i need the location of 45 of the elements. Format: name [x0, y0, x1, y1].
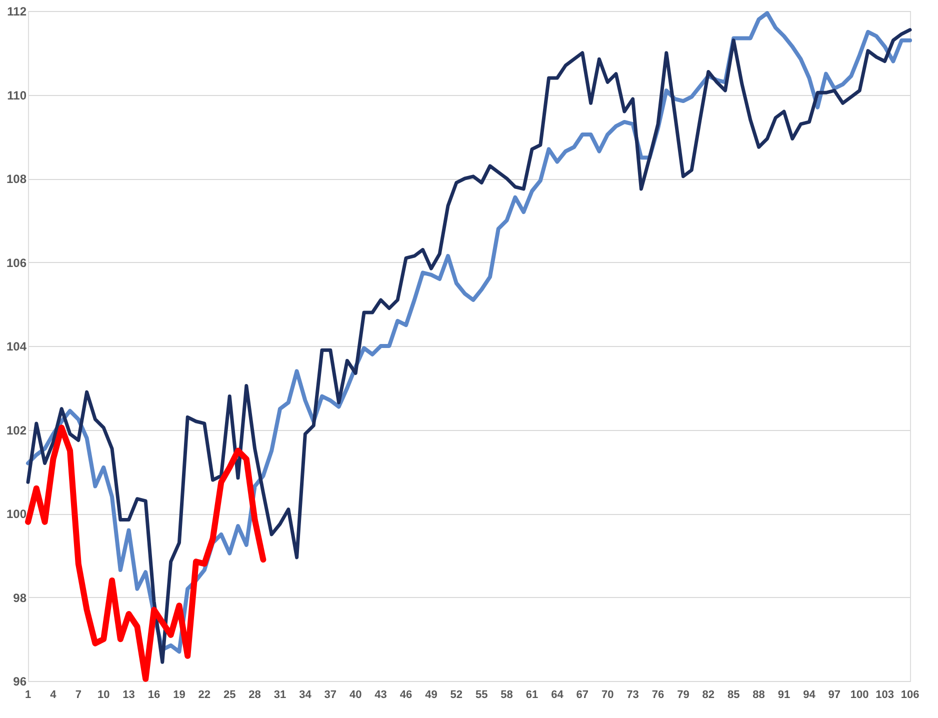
x-tick-label: 25	[223, 689, 236, 701]
x-tick-label: 85	[727, 689, 740, 701]
x-tick-label: 4	[50, 689, 58, 701]
x-tick-label: 73	[626, 689, 639, 701]
y-tick-label: 106	[6, 256, 27, 270]
x-tick-label: 103	[876, 689, 894, 701]
x-tick-label: 106	[900, 689, 920, 701]
x-tick-label: 76	[652, 689, 664, 701]
x-tick-label: 7	[75, 689, 82, 701]
x-tick-label: 67	[576, 689, 589, 701]
x-tick-label: 19	[173, 689, 186, 701]
x-tick-label: 13	[122, 689, 135, 701]
x-tick-label: 97	[828, 689, 841, 701]
x-tick-label: 88	[752, 689, 765, 701]
x-tick-label: 22	[198, 689, 211, 701]
y-tick-label: 98	[13, 590, 27, 605]
x-tick-label: 46	[400, 689, 412, 701]
x-tick-label: 34	[299, 689, 312, 701]
x-tick-label: 52	[450, 689, 463, 701]
x-tick-label: 28	[248, 689, 261, 701]
x-tick-label: 1	[24, 689, 32, 701]
x-tick-label: 40	[349, 689, 362, 701]
x-tick-label: 37	[324, 689, 337, 701]
x-tick-label: 10	[97, 689, 110, 701]
y-tick-label: 104	[6, 340, 27, 354]
y-tick-label: 100	[6, 507, 27, 521]
y-tick-label: 108	[6, 172, 27, 186]
x-tick-label: 16	[148, 689, 160, 701]
x-tick-label: 70	[601, 689, 614, 701]
x-tick-label: 31	[274, 689, 286, 701]
y-tick-label: 112	[7, 4, 27, 18]
x-tick-label: 55	[475, 689, 488, 701]
x-tick-label: 100	[850, 689, 869, 701]
x-tick-label: 43	[374, 689, 387, 701]
y-tick-label: 96	[13, 674, 27, 688]
x-tick-label: 94	[803, 689, 816, 701]
y-tick-label: 110	[7, 88, 27, 102]
x-tick-label: 64	[551, 689, 564, 701]
x-tick-label: 79	[677, 689, 690, 701]
x-tick-label: 61	[526, 689, 538, 701]
y-tick-label: 102	[6, 423, 27, 438]
x-tick-label: 91	[778, 689, 790, 701]
x-tick-label: 58	[500, 689, 513, 701]
x-tick-label: 49	[425, 689, 438, 701]
x-tick-label: 82	[702, 689, 715, 701]
